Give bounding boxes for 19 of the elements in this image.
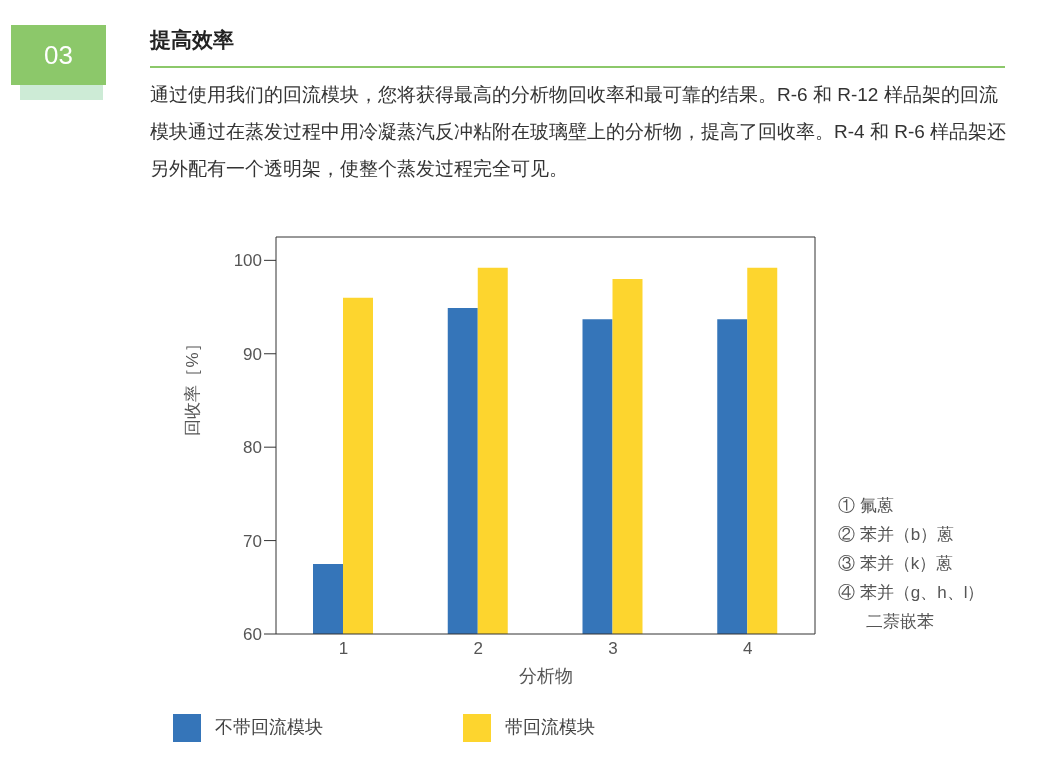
x-tick-label: 3 (608, 639, 618, 659)
legend-label: 带回流模块 (505, 716, 595, 737)
y-tick-label: 90 (243, 344, 262, 364)
chart-title: 提高效率 (150, 27, 234, 53)
x-tick-label: 1 (338, 639, 349, 659)
text: ② 苯并（b）蒽 (838, 524, 956, 546)
legend-label: 不带回流模块 (215, 716, 323, 737)
x-tick-label: 4 (742, 639, 753, 659)
x-axis-title: 分析物 (518, 666, 573, 686)
chart-subtitle: 通过使用我们的回流模块，您将获得最高的分析物回收率和最可靠的结果。R-6 和 R-12 样品架的回流模块通过在蒸发过程中用冷凝蒸汽反冲粘附在玻璃壁上的分析物，提高了回收率。R-4 和 R-6 样品架还另外配有一个透明架，使整个蒸发过程完全可见。 (150, 83, 1008, 181)
y-axis-title: 回收率［%］ (183, 335, 203, 436)
y-tick-label: 60 (243, 625, 262, 645)
text: ④ 苯并（g、h、l）二萘嵌苯 (838, 582, 986, 633)
text: ③ 苯并（k）蒽 (838, 553, 955, 575)
x-tick-label: 2 (473, 639, 483, 659)
y-tick-label: 70 (243, 531, 262, 551)
y-tick-label: 100 (233, 251, 262, 271)
text: ① 氟蒽 (838, 495, 895, 517)
y-tick-label: 80 (243, 438, 262, 458)
